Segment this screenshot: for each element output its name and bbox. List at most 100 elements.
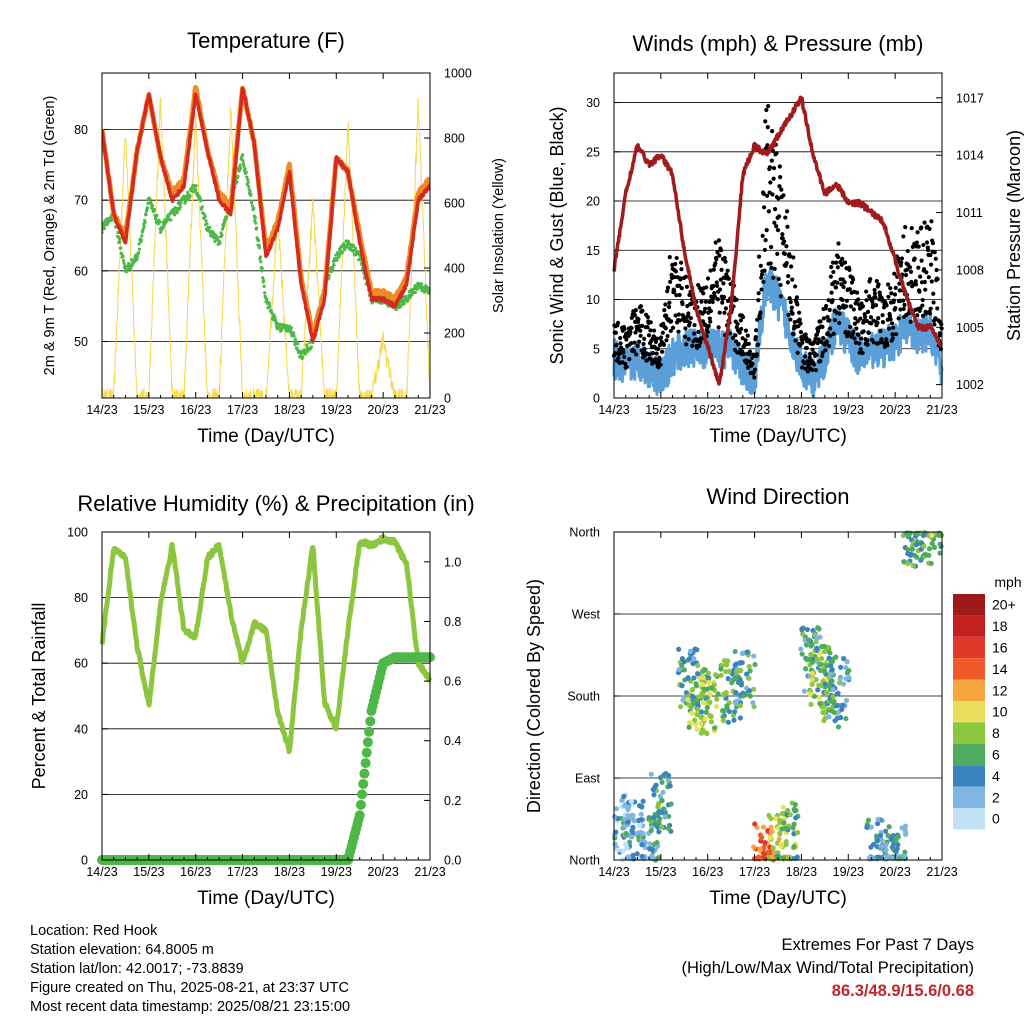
gust-point — [919, 258, 924, 263]
direction-point — [725, 658, 731, 664]
gust-point — [844, 298, 849, 303]
gust-point — [818, 319, 823, 324]
direction-point — [867, 854, 873, 861]
humidity-y2-tick-label: 0.0 — [444, 854, 461, 868]
dewpoint-point — [417, 282, 421, 286]
gust-point — [827, 307, 832, 313]
gust-point — [738, 318, 743, 323]
gust-point — [634, 352, 639, 357]
dewpoint-point — [118, 240, 122, 244]
dewpoint-point — [240, 153, 245, 157]
dewpoint-point — [129, 266, 133, 270]
dewpoint-point — [130, 263, 135, 267]
gust-point — [853, 340, 859, 345]
gust-point — [897, 298, 903, 303]
gust-point — [787, 296, 792, 301]
gust-point — [676, 329, 681, 334]
gust-point — [835, 280, 840, 285]
humidity-x-axis-label: Time (Day/UTC) — [197, 888, 335, 909]
direction-point — [799, 626, 805, 632]
gust-point — [795, 350, 800, 355]
gust-point — [770, 129, 775, 134]
gust-point — [776, 196, 781, 201]
humidity-y2-tick-label: 1.0 — [444, 555, 461, 569]
direction-point — [695, 706, 701, 712]
dewpoint-point — [303, 352, 307, 356]
temp-title: Temperature (F) — [187, 28, 345, 53]
gust-point — [819, 353, 825, 359]
gust-point — [745, 333, 750, 338]
gust-point — [779, 187, 784, 192]
humidity-y2-tick-label: 0.6 — [444, 675, 461, 689]
gust-point — [651, 328, 657, 333]
gust-point — [646, 333, 652, 338]
gust-point — [623, 361, 628, 366]
direction-point — [668, 801, 674, 807]
gust-point — [665, 333, 670, 339]
legend-label: 6 — [992, 747, 1000, 763]
direction-point — [800, 631, 806, 637]
gust-point — [884, 303, 889, 308]
gust-point — [927, 311, 933, 316]
direction-point — [737, 715, 743, 721]
legend-label: 16 — [992, 640, 1008, 656]
direction-point — [777, 831, 783, 837]
gust-point — [721, 294, 727, 300]
direction-point — [770, 845, 776, 851]
gust-point — [770, 192, 775, 197]
gust-point — [640, 308, 645, 314]
direction-point — [613, 806, 620, 812]
dewpoint-point — [247, 184, 251, 189]
direction-point — [902, 849, 908, 855]
gust-point — [763, 146, 769, 151]
gust-point — [627, 357, 632, 362]
direction-point — [768, 829, 775, 835]
station-info: Location: Red Hook Station elevation: 64… — [30, 922, 350, 1017]
direction-point — [761, 850, 767, 856]
gust-point — [855, 319, 860, 324]
gust-point — [829, 264, 834, 270]
gust-point — [804, 335, 809, 341]
gust-point — [657, 357, 662, 362]
legend-swatch — [953, 701, 985, 723]
direction-point — [802, 637, 808, 643]
direction-point — [928, 560, 934, 567]
gust-point — [790, 277, 795, 282]
gust-point — [758, 310, 763, 315]
direction-point — [921, 543, 927, 549]
gust-point — [740, 336, 745, 341]
direction-point — [654, 824, 661, 830]
legend-swatch — [953, 679, 985, 701]
gust-point — [909, 226, 914, 231]
gust-point — [841, 284, 846, 290]
gust-point — [868, 315, 874, 320]
direction-point — [733, 674, 740, 681]
rainfall-point — [359, 768, 370, 779]
direction-point — [908, 551, 914, 557]
temp-y-tick-label: 60 — [74, 264, 88, 278]
gust-point — [873, 303, 879, 308]
direction-point — [746, 663, 752, 670]
gust-point — [851, 329, 856, 335]
humidity-y-tick-label: 40 — [74, 722, 88, 736]
direction-point — [840, 702, 846, 708]
wind-x-tick-label: 20/23 — [880, 403, 911, 417]
gust-point — [926, 247, 931, 253]
direction-point — [665, 825, 672, 832]
direction-point — [781, 855, 787, 861]
gust-point — [653, 339, 659, 345]
direction-y-tick-label: North — [569, 854, 600, 868]
direction-point — [751, 703, 757, 710]
dewpoint-point — [257, 245, 262, 250]
direction-point — [686, 719, 693, 726]
direction-point — [737, 703, 743, 709]
dewpoint-point — [252, 206, 256, 210]
gust-point — [916, 244, 921, 249]
dewpoint-point — [269, 308, 273, 312]
direction-point — [686, 656, 693, 662]
direction-point — [830, 686, 836, 693]
gust-point — [807, 355, 812, 360]
direction-point — [680, 697, 686, 703]
direction-point — [739, 659, 745, 666]
direction-y-axis-label: Direction (Colored By Speed) — [524, 579, 544, 813]
